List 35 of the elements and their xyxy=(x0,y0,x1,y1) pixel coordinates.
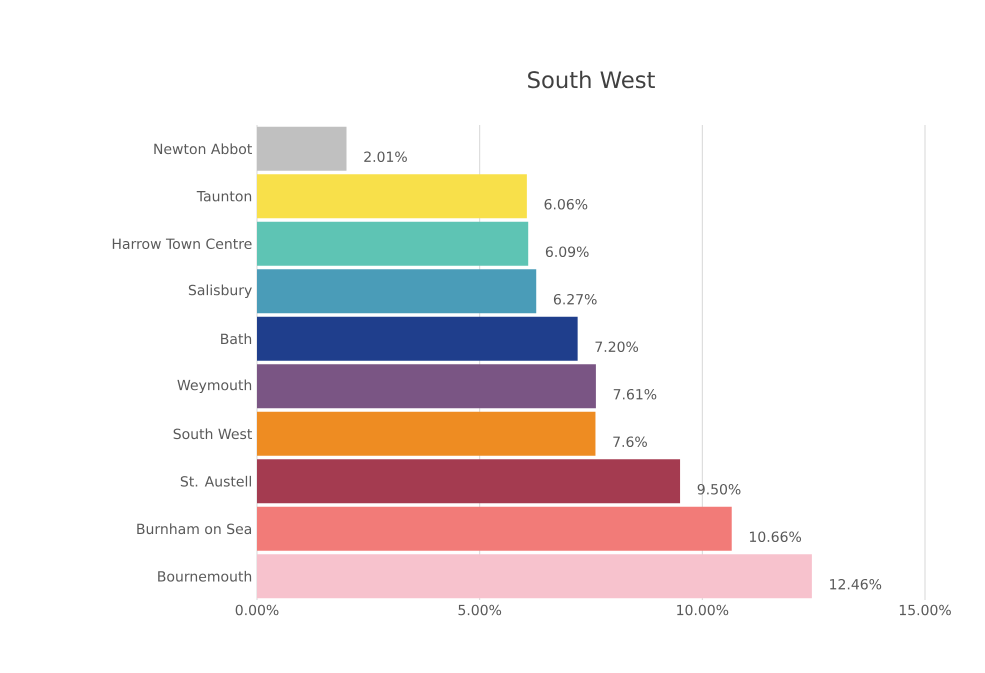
data-label: 2.01% xyxy=(364,151,407,162)
data-label: 6.09% xyxy=(546,246,589,258)
y-tick-label: Bath xyxy=(221,333,252,344)
bar xyxy=(257,269,536,314)
x-tick-label: 5.00% xyxy=(458,604,502,616)
data-label: 10.66% xyxy=(750,531,802,542)
x-tick-label: 10.00% xyxy=(677,604,728,616)
y-tick-label: Bournemouth xyxy=(158,570,252,582)
data-label: 7.61% xyxy=(614,388,656,400)
x-tick-label: 15.00% xyxy=(900,604,951,616)
y-tick-label: Harrow Town Centre xyxy=(112,238,252,250)
y-tick-label: Newton Abbot xyxy=(154,143,252,154)
bar xyxy=(257,364,596,408)
bar xyxy=(257,174,527,218)
data-label: 6.27% xyxy=(554,294,597,305)
bar xyxy=(257,412,596,456)
bar xyxy=(257,126,347,171)
y-tick-label: Salisbury xyxy=(188,284,252,298)
data-label: 7.20% xyxy=(596,341,638,352)
data-label: 7.6% xyxy=(613,436,647,448)
bar xyxy=(257,554,812,598)
data-label: 9.50% xyxy=(698,484,740,495)
y-tick-label: South West xyxy=(174,428,252,440)
bar xyxy=(257,459,680,504)
y-tick-label: Weymouth xyxy=(177,379,252,394)
y-tick-label: Burnham on Sea xyxy=(137,523,252,534)
bar xyxy=(257,222,528,266)
x-tick-label: 0.00% xyxy=(236,604,278,616)
bar xyxy=(257,316,578,361)
y-tick-label: St. Austell xyxy=(180,476,251,487)
data-label: 12.46% xyxy=(830,578,882,590)
y-tick-label: Taunton xyxy=(196,191,252,202)
bar xyxy=(257,506,732,551)
chart-title: South West xyxy=(528,70,655,88)
data-label: 6.06% xyxy=(544,198,588,210)
